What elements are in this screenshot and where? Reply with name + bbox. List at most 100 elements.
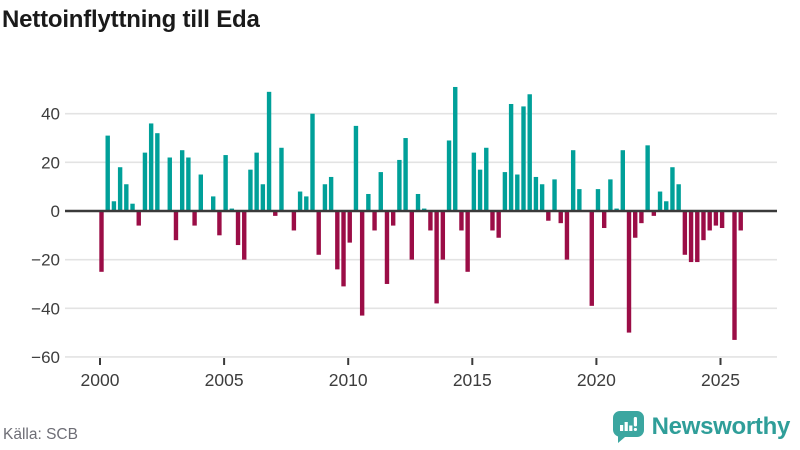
- y-tick-label--20: −20: [31, 251, 60, 270]
- bar-2011Q2: [378, 172, 383, 211]
- page-title: Nettoinflyttning till Eda: [2, 6, 260, 33]
- bar-2015Q1: [471, 152, 477, 211]
- y-tick-label-0: 0: [51, 202, 60, 221]
- bar-2023Q3: [682, 211, 688, 255]
- bar-2003Q3: [186, 157, 191, 211]
- bar-2017Q4: [539, 184, 545, 211]
- bar-2015Q2: [477, 169, 483, 211]
- bar-2007Q2: [279, 147, 284, 211]
- bar-2006Q3: [260, 184, 266, 211]
- bar-2003Q4: [192, 211, 197, 226]
- y-tick-label--40: −40: [31, 299, 60, 318]
- bar-2022Q4: [664, 201, 669, 211]
- bar-2017Q2: [527, 94, 532, 211]
- bar-2010Q2: [353, 125, 359, 211]
- y-tick-label--60: −60: [31, 348, 60, 367]
- x-tick-label-2010: 2010: [329, 370, 368, 390]
- bar-2005Q3: [235, 211, 241, 246]
- bar-2007Q1: [273, 211, 278, 216]
- newsworthy-logo: Newsworthy: [612, 411, 790, 443]
- bar-2019Q1: [570, 150, 576, 211]
- bar-2025Q3: [732, 211, 737, 340]
- bar-2012Q4: [415, 193, 421, 211]
- logo-bar-2: [624, 422, 628, 431]
- bar-2009Q1: [322, 184, 328, 211]
- bar-2002Q4: [167, 157, 172, 211]
- bar-2005Q1: [223, 155, 228, 211]
- bar-2023Q2: [676, 184, 681, 211]
- bar-2004Q1: [198, 174, 203, 211]
- bars: [99, 86, 743, 340]
- bar-2025Q1: [719, 211, 725, 229]
- bar-2006Q4: [266, 91, 272, 211]
- bar-2018Q3: [558, 211, 563, 224]
- logo-bar-3: [628, 425, 633, 431]
- bar-2010Q4: [366, 193, 371, 211]
- bar-2023Q4: [688, 211, 694, 263]
- bar-2024Q2: [701, 211, 706, 241]
- bar-2002Q2: [155, 133, 160, 211]
- y-axis-labels: 40 20 0 −20 −40 −60: [31, 105, 60, 367]
- x-axis-labels: 2000 2005 2010 2015 2020 2025: [81, 358, 740, 390]
- bar-2001Q4: [142, 152, 148, 211]
- bar-2011Q3: [384, 211, 390, 284]
- bar-2004Q4: [217, 211, 222, 236]
- bar-2024Q4: [713, 211, 719, 226]
- bar-2002Q1: [148, 123, 154, 211]
- bar-2024Q1: [695, 211, 700, 263]
- bar-2018Q1: [546, 211, 551, 221]
- bar-2001Q2: [130, 203, 135, 211]
- bar-2000Q2: [105, 135, 110, 211]
- bar-2023Q1: [670, 167, 675, 211]
- bar-2024Q3: [707, 211, 712, 231]
- bar-2019Q4: [589, 211, 594, 306]
- source-note: Källa: SCB: [3, 426, 78, 443]
- bar-2016Q3: [508, 103, 514, 211]
- bar-2015Q3: [484, 147, 489, 211]
- bar-2008Q2: [304, 196, 309, 211]
- y-tick-label-40: 40: [41, 105, 60, 124]
- bar-2003Q2: [179, 150, 185, 211]
- bar-2012Q1: [397, 159, 402, 211]
- bar-2022Q2: [651, 211, 657, 216]
- logo-exclamation-dot: [633, 428, 637, 431]
- newsworthy-icon: [612, 411, 644, 443]
- bar-2009Q2: [328, 176, 334, 211]
- bar-2014Q1: [446, 140, 452, 211]
- bar-2005Q4: [242, 211, 247, 260]
- bar-2000Q4: [117, 167, 123, 211]
- bar-2007Q4: [291, 211, 297, 231]
- bar-2011Q4: [390, 211, 396, 226]
- logo-bar-1: [619, 425, 623, 431]
- bar-2022Q3: [657, 191, 663, 211]
- bar-2012Q2: [403, 138, 408, 211]
- x-tick-label-2015: 2015: [453, 370, 492, 390]
- bar-2001Q1: [124, 184, 129, 211]
- bar-2015Q4: [490, 211, 495, 231]
- bar-2017Q1: [521, 106, 526, 211]
- bar-2020Q3: [608, 179, 613, 211]
- y-tick-label-20: 20: [41, 153, 60, 172]
- logo-exclamation: [633, 417, 637, 427]
- bar-2021Q2: [626, 211, 632, 333]
- bar-2017Q3: [533, 176, 539, 211]
- bar-2021Q4: [639, 211, 644, 224]
- x-tick-label-2005: 2005: [205, 370, 244, 390]
- bar-2006Q2: [254, 152, 259, 211]
- bar-2018Q4: [564, 211, 570, 260]
- bar-2014Q2: [453, 86, 458, 211]
- bar-2014Q3: [459, 211, 464, 231]
- bar-2000Q1: [99, 211, 104, 272]
- gridlines: [65, 112, 777, 358]
- bar-2010Q1: [347, 211, 352, 243]
- bar-2011Q1: [372, 211, 377, 231]
- bar-2025Q4: [738, 211, 743, 231]
- bar-2001Q3: [136, 211, 141, 226]
- bar-2022Q1: [645, 145, 650, 211]
- bar-2012Q3: [409, 211, 414, 260]
- bar-2009Q3: [335, 211, 340, 270]
- x-tick-label-2025: 2025: [701, 370, 740, 390]
- bar-2020Q2: [601, 211, 607, 229]
- bar-2010Q3: [359, 211, 365, 316]
